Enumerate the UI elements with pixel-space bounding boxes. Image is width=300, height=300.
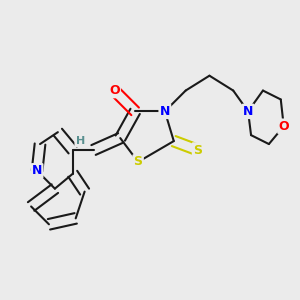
Text: O: O [109, 84, 120, 97]
Text: S: S [193, 143, 202, 157]
Text: N: N [32, 164, 42, 177]
Text: O: O [278, 120, 289, 133]
Text: S: S [134, 155, 142, 168]
Text: N: N [160, 105, 170, 118]
Text: N: N [243, 105, 253, 118]
Text: H: H [76, 136, 85, 146]
